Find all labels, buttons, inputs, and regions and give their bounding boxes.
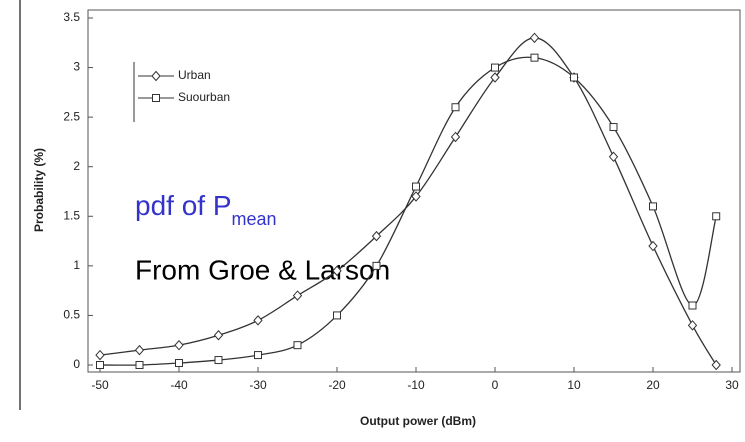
point — [372, 261, 381, 270]
point — [214, 356, 223, 365]
point — [649, 202, 657, 211]
x-tick-label: 20 — [646, 378, 660, 392]
point — [570, 73, 578, 82]
point — [134, 344, 145, 356]
point — [175, 359, 183, 368]
point — [450, 131, 461, 143]
x-tick-label: -20 — [328, 378, 346, 392]
point — [711, 359, 721, 371]
point — [96, 361, 104, 369]
annotation-subscript: mean — [232, 209, 277, 229]
annotation: From Groe & Larson — [135, 254, 390, 285]
point — [253, 315, 263, 326]
point — [332, 265, 342, 277]
point — [411, 191, 421, 202]
point — [371, 230, 382, 242]
y-axis-label: Probability (%) — [32, 148, 46, 232]
x-tick-label: 30 — [725, 378, 739, 392]
point — [152, 94, 160, 102]
point — [254, 351, 262, 360]
x-tick-label: 0 — [492, 378, 499, 392]
point — [529, 32, 540, 44]
y-tick-label: 3.5 — [63, 10, 80, 24]
point — [712, 212, 721, 221]
point — [333, 311, 341, 320]
y-tick-label: 0 — [73, 357, 80, 371]
x-tick-label: -10 — [407, 378, 425, 392]
y-tick-label: 0.5 — [63, 308, 80, 322]
y-tick-label: 1 — [73, 258, 80, 272]
point — [174, 339, 184, 351]
point — [412, 182, 420, 191]
point — [609, 123, 618, 132]
point — [648, 240, 658, 252]
y-tick-label: 1.5 — [63, 208, 80, 222]
point — [530, 53, 539, 62]
point — [293, 341, 302, 350]
point — [451, 103, 460, 112]
point — [292, 290, 303, 301]
point — [151, 70, 161, 82]
x-tick-label: -30 — [249, 378, 267, 392]
y-tick-label: 2.5 — [63, 109, 80, 123]
y-tick-label: 3 — [73, 60, 80, 74]
plot-frame — [87, 9, 741, 373]
x-tick-label: -50 — [91, 378, 109, 392]
point — [95, 349, 105, 361]
point — [608, 151, 619, 163]
point — [688, 301, 697, 310]
legend-label: Suourban — [178, 90, 230, 104]
point — [213, 330, 224, 341]
legend-label: Urban — [178, 68, 211, 82]
x-tick-label: 10 — [567, 378, 581, 392]
point — [135, 361, 144, 369]
y-tick-label: 2 — [73, 159, 80, 173]
x-axis-label: Output power (dBm) — [360, 414, 476, 428]
series-line — [99, 37, 717, 366]
annotation-text: pdf of P — [135, 190, 232, 221]
annotation: pdf of Pmean — [135, 190, 277, 228]
point — [687, 320, 698, 331]
x-tick-label: -40 — [170, 378, 188, 392]
point — [490, 72, 500, 83]
point — [491, 63, 499, 72]
